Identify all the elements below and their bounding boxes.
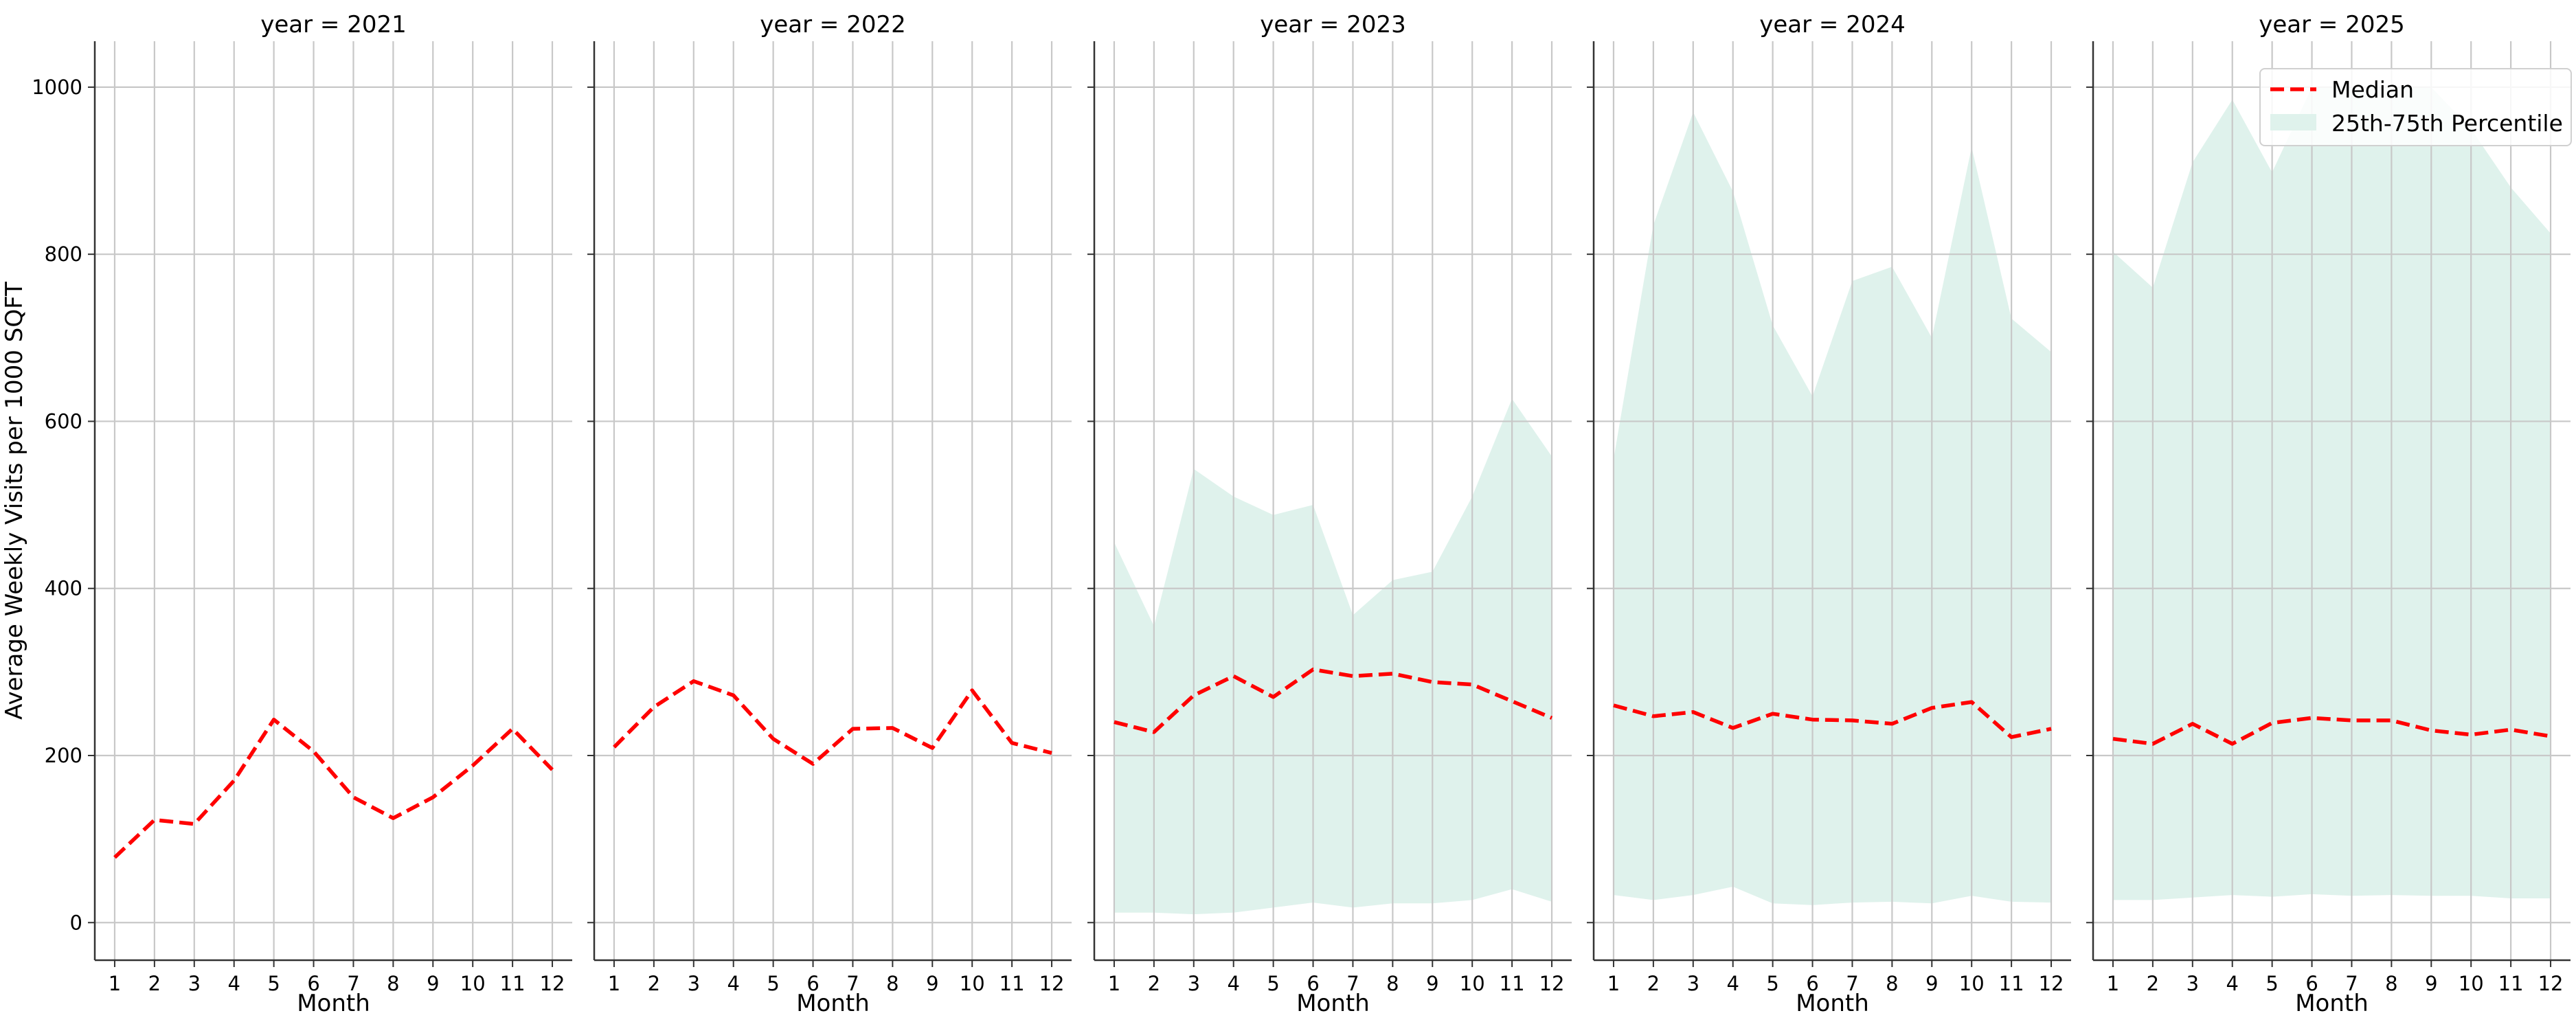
- legend-box: [2259, 68, 2572, 146]
- x-tick-label: 2: [1647, 972, 1660, 995]
- y-tick-label: 400: [45, 577, 82, 600]
- x-tick-label: 5: [1766, 972, 1778, 995]
- panel-title: year = 2021: [260, 11, 406, 38]
- percentile-band: [1114, 398, 1552, 915]
- x-tick-label: 3: [1188, 972, 1200, 995]
- x-tick-label: 3: [188, 972, 201, 995]
- x-tick-label: 6: [806, 972, 819, 995]
- legend-median-label: Median: [2331, 76, 2414, 103]
- median-line: [113, 717, 554, 859]
- x-tick-label: 4: [727, 972, 739, 995]
- x-tick-label: 8: [1886, 972, 1898, 995]
- median-line: [613, 679, 1052, 766]
- x-tick-label: 10: [1959, 972, 1985, 995]
- x-tick-label: 11: [2498, 972, 2524, 995]
- x-tick-label: 7: [1846, 972, 1858, 995]
- x-tick-label: 1: [1108, 972, 1120, 995]
- x-tick-label: 1: [2107, 972, 2119, 995]
- y-tick-label: 600: [45, 409, 82, 433]
- x-tick-label: 4: [1227, 972, 1239, 995]
- median-line: [2112, 716, 2551, 746]
- x-tick-label: 12: [1039, 972, 1065, 995]
- x-tick-label: 10: [1460, 972, 1485, 995]
- y-tick-label: 0: [70, 911, 82, 934]
- x-tick-label: 7: [846, 972, 859, 995]
- x-tick-label: 6: [1806, 972, 1818, 995]
- x-tick-label: 3: [1687, 972, 1699, 995]
- x-tick-label: 10: [2459, 972, 2484, 995]
- x-tick-label: 4: [1726, 972, 1739, 995]
- x-tick-label: 7: [2345, 972, 2358, 995]
- x-axis-label: Month: [297, 990, 370, 1017]
- x-tick-label: 11: [500, 972, 526, 995]
- panel-title: year = 2024: [1759, 11, 1905, 38]
- x-tick-label: 2: [2147, 972, 2159, 995]
- legend: Median 25th-75th Percentile: [2259, 68, 2572, 146]
- x-tick-label: 10: [960, 972, 985, 995]
- x-tick-label: 9: [2425, 972, 2437, 995]
- x-tick-label: 12: [540, 972, 565, 995]
- x-tick-label: 6: [2305, 972, 2318, 995]
- x-tick-label: 5: [2266, 972, 2278, 995]
- x-tick-label: 6: [307, 972, 319, 995]
- panel-title: year = 2022: [760, 11, 905, 38]
- x-tick-label: 7: [347, 972, 359, 995]
- x-tick-label: 7: [1346, 972, 1359, 995]
- x-tick-label: 5: [767, 972, 779, 995]
- x-tick-label: 9: [1925, 972, 1938, 995]
- median-line: [1613, 700, 2052, 739]
- x-tick-label: 1: [608, 972, 620, 995]
- x-tick-label: 9: [926, 972, 938, 995]
- x-tick-label: 4: [227, 972, 240, 995]
- x-tick-label: 10: [460, 972, 486, 995]
- legend-band-label: 25th-75th Percentile: [2331, 110, 2563, 137]
- x-tick-label: 8: [886, 972, 899, 995]
- x-tick-label: 4: [2226, 972, 2238, 995]
- x-axis-label: Month: [1796, 990, 1869, 1017]
- x-tick-label: 12: [2538, 972, 2564, 995]
- y-tick-label: 1000: [32, 76, 82, 99]
- x-tick-label: 2: [148, 972, 161, 995]
- x-tick-label: 12: [2039, 972, 2064, 995]
- legend-band-swatch: [2270, 114, 2316, 130]
- y-axis-label: Average Weekly Visits per 1000 SQFT: [1, 282, 28, 720]
- x-tick-label: 8: [1386, 972, 1399, 995]
- x-tick-label: 11: [1500, 972, 1525, 995]
- x-tick-label: 5: [267, 972, 280, 995]
- x-tick-label: 11: [999, 972, 1025, 995]
- x-tick-label: 9: [427, 972, 439, 995]
- percentile-band: [1614, 112, 2051, 905]
- panel-title: year = 2025: [2259, 11, 2404, 38]
- x-tick-label: 3: [2187, 972, 2199, 995]
- x-axis-label: Month: [2295, 990, 2369, 1017]
- percentile-band: [2113, 87, 2551, 900]
- x-tick-label: 2: [1148, 972, 1160, 995]
- panel-title: year = 2023: [1260, 11, 1405, 38]
- x-tick-label: 9: [1426, 972, 1438, 995]
- x-axis-label: Month: [796, 990, 870, 1017]
- y-tick-label: 800: [45, 242, 82, 266]
- x-tick-label: 12: [1539, 972, 1565, 995]
- x-tick-label: 1: [109, 972, 121, 995]
- x-tick-label: 3: [688, 972, 700, 995]
- x-tick-label: 6: [1307, 972, 1319, 995]
- x-tick-label: 11: [1999, 972, 2024, 995]
- median-line: [1114, 667, 1553, 734]
- x-axis-label: Month: [1296, 990, 1370, 1017]
- x-tick-label: 8: [2385, 972, 2397, 995]
- x-tick-label: 2: [648, 972, 660, 995]
- x-tick-label: 8: [387, 972, 399, 995]
- x-tick-label: 1: [1607, 972, 1620, 995]
- x-tick-label: 5: [1267, 972, 1279, 995]
- y-tick-label: 200: [45, 744, 82, 767]
